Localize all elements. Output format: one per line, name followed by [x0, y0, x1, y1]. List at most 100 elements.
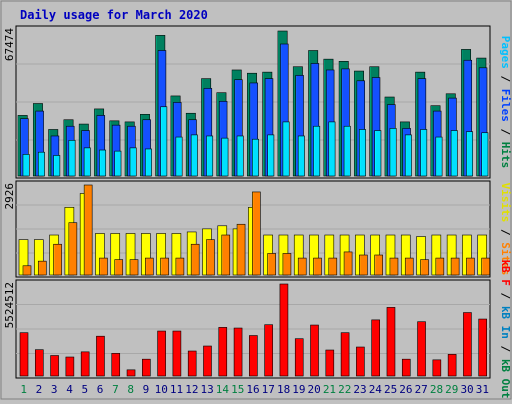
day-label-27: 27 [415, 383, 428, 396]
bar-visits-sites-day-20-outline [313, 257, 322, 276]
bar-visits-sites-day-24-outline [374, 254, 383, 276]
bar-hits-pages-day-31-outline [481, 132, 489, 177]
day-label-19: 19 [292, 383, 305, 396]
bar-visits-sites-day-3-outline [53, 243, 62, 276]
bar-visits-sites-day-1-outline [22, 265, 32, 276]
bar-visits-sites-day-21 [328, 258, 337, 275]
bar-visits-sites-day-4-outline [68, 222, 78, 276]
legend-part-kbytes-1: / [499, 286, 512, 306]
bar-hits-pages-day-20-outline [313, 125, 321, 177]
bar-hits-pages-day-24-outline [374, 130, 382, 177]
bar-visits-sites-day-19 [298, 258, 307, 275]
bar-visits-sites-day-18 [282, 253, 291, 275]
bar-visits-sites-day-27 [420, 259, 429, 275]
bar-visits-visits-day-8 [126, 233, 136, 275]
bar-hits-pages-day-18-outline [282, 121, 290, 177]
bar-kbytes-kb-f-day-11-outline [172, 330, 182, 377]
legend-part-hits-3: / [499, 122, 512, 142]
bar-kbytes-kb-f-day-10-outline [157, 330, 166, 377]
day-label-10: 10 [155, 383, 168, 396]
bar-hits-pages-day-4 [68, 140, 76, 176]
bar-visits-sites-day-17-outline [267, 253, 276, 276]
bar-hits-pages-day-21-outline [328, 121, 336, 177]
bar-visits-sites-day-2 [38, 261, 47, 275]
bar-visits-sites-day-30 [466, 258, 475, 275]
series-legend-visits: Visits / Sites [499, 183, 512, 276]
bar-hits-pages-day-9-outline [145, 148, 152, 177]
bar-kbytes-kb-f-day-9-outline [142, 358, 151, 377]
day-label-26: 26 [399, 383, 412, 396]
bar-visits-sites-day-20 [313, 258, 322, 275]
bar-visits-visits-day-19 [294, 235, 304, 275]
series-legend-kbytes: kB F / kB In / kB Out [499, 259, 512, 398]
day-label-17: 17 [262, 383, 275, 396]
bar-visits-visits-day-20 [309, 235, 319, 275]
chart-title: Daily usage for March 2020 [20, 8, 208, 22]
bar-hits-pages-day-5 [84, 147, 91, 176]
bar-visits-sites-day-24 [374, 255, 383, 275]
bar-visits-sites-day-31 [481, 258, 490, 275]
bar-kbytes-kb-f-day-21-outline [325, 349, 335, 377]
legend-part-hits-2: Files [499, 89, 512, 122]
bar-hits-pages-day-19 [298, 135, 305, 176]
bar-visits-sites-day-30-outline [466, 257, 475, 276]
bar-hits-pages-day-15-outline [236, 135, 244, 177]
bar-kbytes-kb-f-day-11 [172, 331, 181, 376]
bar-hits-pages-day-9 [145, 148, 152, 176]
bar-hits-pages-day-6 [99, 150, 106, 176]
bar-kbytes-kb-f-day-24 [371, 319, 380, 376]
bar-hits-files-day-18 [280, 44, 289, 176]
bar-hits-pages-day-22-outline [343, 125, 351, 177]
day-label-13: 13 [201, 383, 214, 396]
bar-hits-pages-day-11 [175, 137, 183, 176]
bar-hits-pages-day-31 [481, 132, 488, 176]
bar-kbytes-kb-f-day-10 [157, 331, 166, 376]
bar-visits-sites-day-19-outline [297, 257, 307, 276]
bar-hits-pages-day-17 [267, 134, 274, 176]
bar-visits-visits-day-11 [171, 233, 181, 275]
bar-hits-pages-day-28-outline [435, 136, 443, 177]
bar-kbytes-kb-f-day-28-outline [432, 359, 442, 377]
bar-hits-files-day-1 [20, 118, 29, 176]
bar-visits-sites-day-14 [221, 235, 230, 275]
bar-kbytes-kb-f-day-17-outline [264, 324, 273, 377]
day-label-7: 7 [112, 383, 119, 396]
bar-hits-pages-day-13 [206, 135, 213, 176]
bar-kbytes-kb-f-day-18 [279, 284, 288, 376]
bar-kbytes-kb-f-day-24-outline [371, 319, 380, 377]
bar-hits-files-day-2 [35, 111, 44, 176]
bar-hits-files-day-13 [203, 88, 212, 176]
bar-visits-visits-day-27 [416, 236, 426, 275]
bar-hits-pages-day-10-outline [160, 106, 168, 177]
legend-part-visits-2: Sites [499, 242, 512, 275]
day-label-9: 9 [143, 383, 150, 396]
bar-visits-sites-day-12 [191, 244, 200, 275]
legend-part-kbytes-4: kB Out [499, 359, 512, 399]
bar-hits-pages-day-7-outline [114, 150, 122, 177]
bar-hits-pages-day-30-outline [466, 131, 474, 177]
bar-kbytes-kb-f-day-3-outline [50, 355, 59, 377]
bar-visits-sites-day-10-outline [160, 257, 169, 276]
max-label-kbytes: 5524512 [3, 282, 16, 328]
bar-kbytes-kb-f-day-19 [295, 338, 304, 376]
bar-visits-visits-day-2 [34, 239, 44, 275]
max-label-visits: 2926 [3, 183, 16, 210]
bar-hits-pages-day-3 [53, 155, 60, 176]
bar-visits-sites-day-28-outline [435, 257, 445, 276]
legend-part-kbytes-2: kB In [499, 306, 512, 339]
bar-kbytes-kb-f-day-20-outline [310, 324, 319, 377]
bar-visits-sites-day-29-outline [450, 257, 460, 276]
bar-visits-sites-day-31-outline [481, 257, 491, 276]
bar-hits-files-day-20 [311, 63, 319, 176]
bar-hits-pages-day-8-outline [129, 147, 137, 177]
bar-hits-pages-day-15 [237, 135, 244, 176]
bar-hits-pages-day-26 [405, 134, 412, 176]
bar-hits-pages-day-23 [359, 129, 366, 176]
legend-part-hits-1: / [499, 69, 512, 89]
bar-kbytes-kb-f-day-15 [234, 328, 243, 376]
bar-kbytes-kb-f-day-29-outline [447, 354, 457, 377]
bar-kbytes-kb-f-day-7-outline [111, 353, 121, 377]
bar-kbytes-kb-f-day-1 [20, 332, 28, 376]
